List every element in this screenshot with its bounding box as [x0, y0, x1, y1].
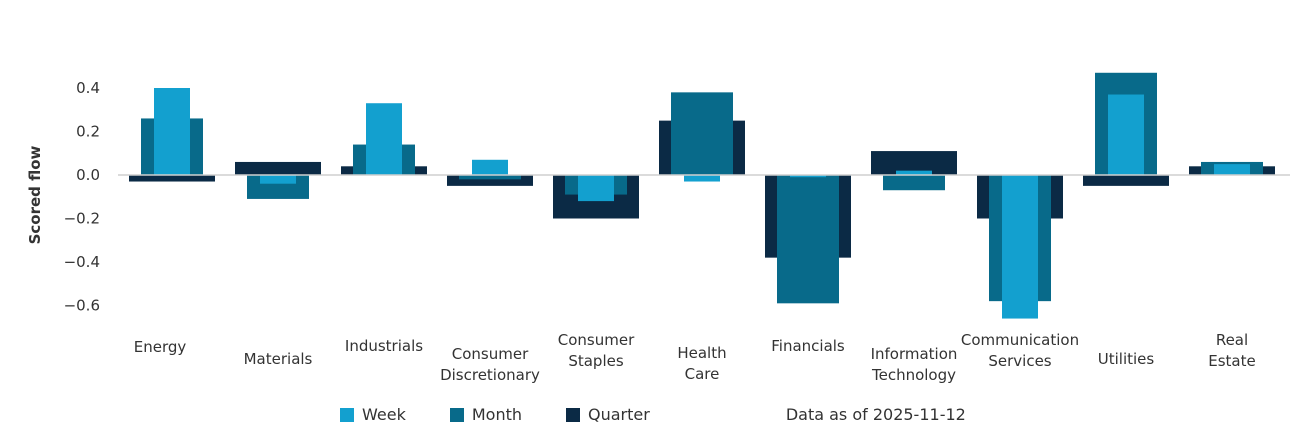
bar-quarter-materials: [235, 161, 321, 175]
category-label: Industrials: [345, 337, 423, 355]
category-label: Information Technology: [871, 345, 958, 384]
y-tick-label: −0.6: [64, 297, 100, 315]
legend-item-month: Month: [449, 405, 522, 424]
y-tick-label: 0.0: [76, 166, 100, 184]
bar-week-materials: [260, 175, 296, 184]
legend-item-quarter: Quarter: [566, 405, 650, 424]
data-as-of-note: Data as of 2025-11-12: [785, 405, 966, 424]
legend-label-week: Week: [362, 405, 406, 424]
category-label: Financials: [771, 337, 845, 355]
legend-swatch-week: [340, 407, 354, 422]
bar-month-information-technology: [883, 175, 945, 191]
bar-quarter-consumer-discretionary: [447, 175, 533, 186]
bar-quarter-energy: [129, 175, 215, 182]
bar-week-communication-services: [1002, 175, 1038, 319]
bar-week-industrials: [366, 103, 402, 175]
y-axis: 0.4 0.2 0.0 −0.2 −0.4 −0.6: [64, 79, 100, 315]
legend-label-quarter: Quarter: [588, 405, 650, 424]
bar-week-consumer-discretionary: [472, 159, 508, 175]
bar-week-financials: [790, 175, 826, 178]
category-label: Real Estate: [1208, 331, 1255, 370]
category-label: Utilities: [1098, 350, 1155, 368]
bars: [129, 72, 1275, 319]
y-tick-label: −0.2: [64, 210, 100, 228]
bar-quarter-information-technology: [871, 151, 957, 175]
bar-week-health-care: [684, 175, 720, 182]
category-labels: Energy Materials Industrials Consumer Discre…: [134, 331, 1256, 384]
legend-label-month: Month: [471, 405, 522, 424]
legend-item-week: Week: [340, 405, 406, 424]
category-label: Communication Services: [961, 331, 1079, 370]
bar-month-consumer-discretionary: [459, 175, 521, 180]
bar-month-health-care: [671, 92, 733, 175]
bar-quarter-utilities: [1083, 175, 1169, 186]
y-tick-label: 0.4: [76, 79, 100, 97]
bar-week-real-estate: [1214, 164, 1250, 175]
legend-swatch-quarter: [566, 407, 580, 422]
category-label: Consumer Discretionary: [440, 345, 540, 384]
legend-swatch-month: [449, 407, 464, 422]
y-tick-label: −0.4: [64, 253, 100, 271]
category-label: Energy: [134, 338, 187, 356]
category-label: Consumer Staples: [558, 331, 635, 370]
legend: Week Month Quarter Data as of 2025-11-12: [340, 405, 966, 424]
y-tick-label: 0.2: [76, 123, 100, 141]
bar-week-information-technology: [896, 170, 932, 175]
bar-week-energy: [154, 88, 190, 175]
bar-week-consumer-staples: [578, 175, 614, 202]
category-label: Health Care: [677, 344, 726, 383]
category-label: Materials: [244, 350, 313, 368]
bar-week-utilities: [1108, 94, 1144, 175]
bar-month-financials: [777, 175, 839, 304]
y-axis-label: Scored flow: [26, 145, 44, 244]
